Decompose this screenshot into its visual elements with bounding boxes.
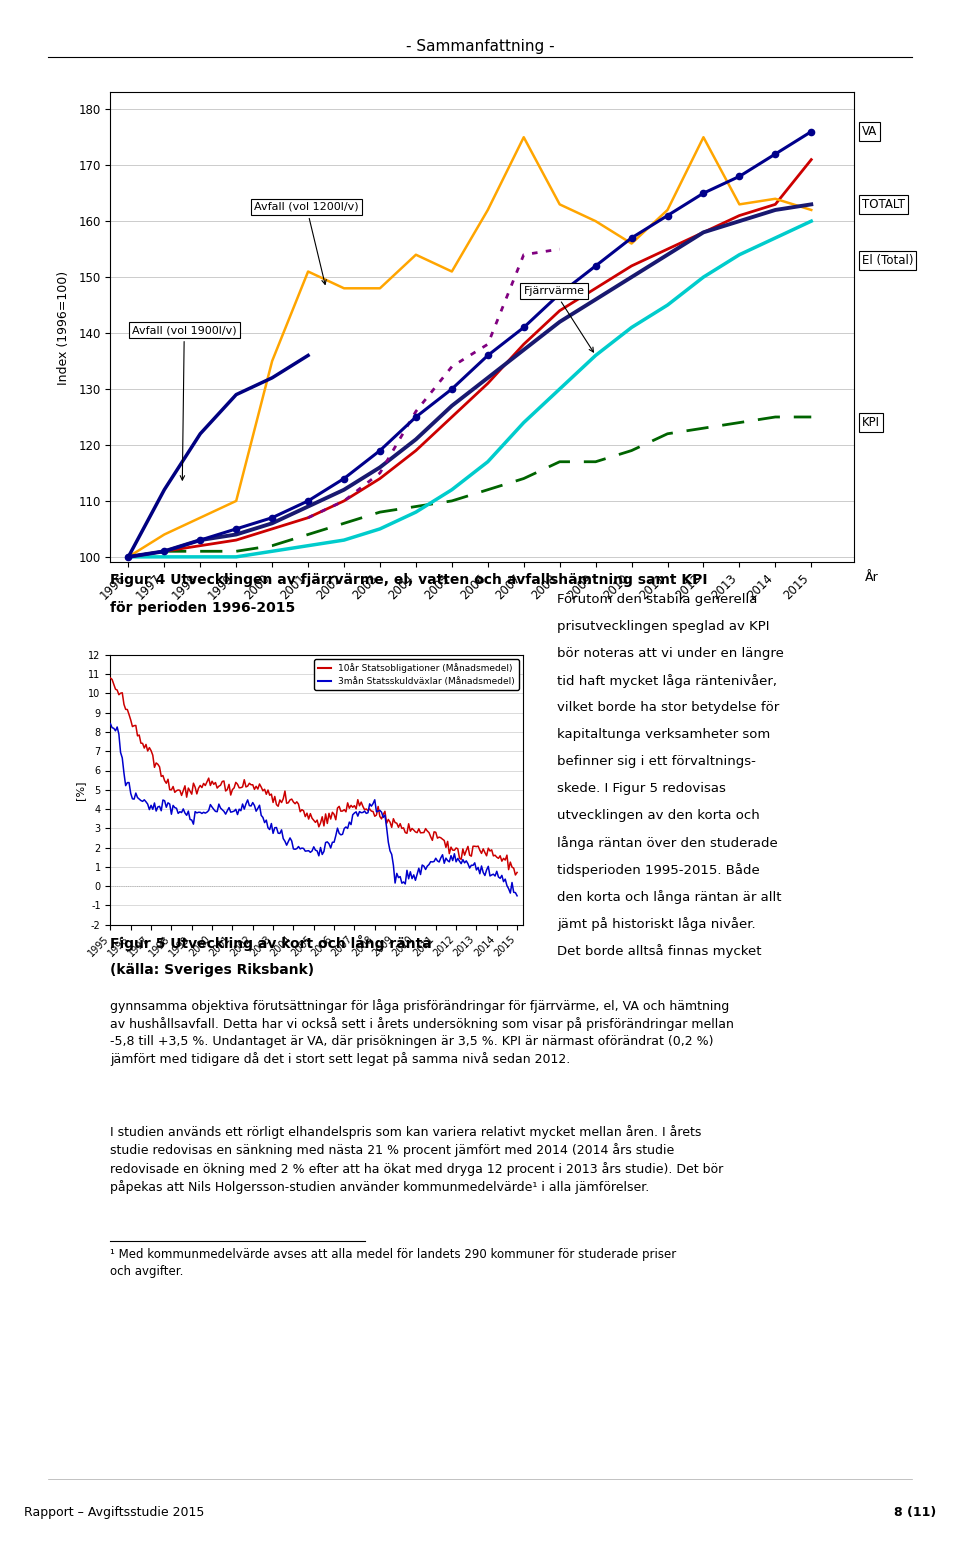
Text: El (Total): El (Total): [861, 254, 913, 267]
Text: långa räntan över den studerade: långa räntan över den studerade: [557, 837, 778, 851]
Text: tidsperioden 1995-2015. Både: tidsperioden 1995-2015. Både: [557, 863, 759, 877]
Text: prisutvecklingen speglad av KPI: prisutvecklingen speglad av KPI: [557, 619, 769, 633]
Text: Rapport – Avgiftsstudie 2015: Rapport – Avgiftsstudie 2015: [24, 1506, 204, 1519]
Y-axis label: [%]: [%]: [76, 780, 85, 800]
Text: 8 (11): 8 (11): [894, 1506, 936, 1519]
Text: Förutom den stabila generella: Förutom den stabila generella: [557, 593, 757, 606]
Text: KPI: KPI: [861, 416, 879, 428]
Text: TOTALT: TOTALT: [861, 197, 904, 211]
Text: utvecklingen av den korta och: utvecklingen av den korta och: [557, 809, 759, 821]
Legend: 10år Statsobligationer (Månadsmedel), 3mån Statsskuldväxlar (Månadsmedel): 10år Statsobligationer (Månadsmedel), 3m…: [314, 660, 518, 690]
Text: jämt på historiskt låga nivåer.: jämt på historiskt låga nivåer.: [557, 917, 756, 931]
Text: Figur 5 Utveckling av kort och lång ränta: Figur 5 Utveckling av kort och lång ränt…: [110, 935, 432, 951]
Text: kapitaltunga verksamheter som: kapitaltunga verksamheter som: [557, 729, 770, 741]
Text: gynnsamma objektiva förutsättningar för låga prisförändringar för fjärrvärme, el: gynnsamma objektiva förutsättningar för …: [110, 999, 734, 1066]
Text: - Sammanfattning -: - Sammanfattning -: [406, 39, 554, 54]
Text: bör noteras att vi under en längre: bör noteras att vi under en längre: [557, 647, 783, 660]
Text: vilket borde ha stor betydelse för: vilket borde ha stor betydelse för: [557, 701, 780, 713]
Text: (källa: Sveriges Riksbank): (källa: Sveriges Riksbank): [110, 963, 315, 977]
Text: tid haft mycket låga räntenivåer,: tid haft mycket låga räntenivåer,: [557, 675, 777, 689]
Text: Avfall (vol 1200l/v): Avfall (vol 1200l/v): [254, 202, 359, 285]
Text: för perioden 1996-2015: för perioden 1996-2015: [110, 601, 296, 615]
Text: Figur 4 Utvecklingen av fjärrvärme, el, vatten och avfallshämtning samt KPI: Figur 4 Utvecklingen av fjärrvärme, el, …: [110, 573, 708, 587]
Text: VA: VA: [861, 125, 876, 139]
Text: befinner sig i ett förvaltnings-: befinner sig i ett förvaltnings-: [557, 755, 756, 767]
Text: Avfall (vol 1900l/v): Avfall (vol 1900l/v): [132, 325, 236, 481]
Text: Det borde alltså finnas mycket: Det borde alltså finnas mycket: [557, 943, 761, 959]
Text: skede. I Figur 5 redovisas: skede. I Figur 5 redovisas: [557, 783, 726, 795]
Text: Fjärrvärme: Fjärrvärme: [524, 287, 593, 351]
Text: I studien används ett rörligt elhandelspris som kan variera relativt mycket mell: I studien används ett rörligt elhandelsp…: [110, 1125, 724, 1194]
Y-axis label: Index (1996=100): Index (1996=100): [57, 270, 70, 385]
Text: den korta och långa räntan är allt: den korta och långa räntan är allt: [557, 891, 781, 905]
Text: ¹ Med kommunmedelvärde avses att alla medel för landets 290 kommuner för studera: ¹ Med kommunmedelvärde avses att alla me…: [110, 1248, 677, 1277]
Text: År: År: [865, 570, 879, 584]
